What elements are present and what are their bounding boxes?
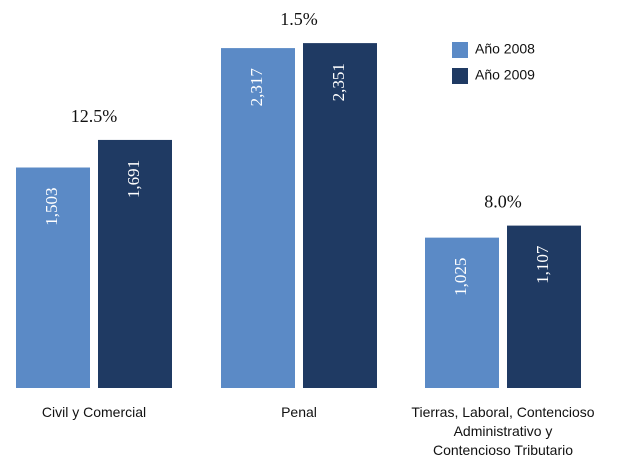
legend-swatch [452,68,468,84]
value-label: 1,691 [124,160,143,198]
value-label: 1,107 [533,245,552,284]
growth-annotation: 8.0% [484,192,522,212]
bar [221,48,295,388]
value-label: 2,317 [247,68,266,107]
value-label: 2,351 [329,63,348,101]
legend-swatch [452,42,468,58]
value-label: 1,503 [42,188,61,226]
category-label: Penal [281,404,317,420]
bar [425,237,499,388]
value-label: 1,025 [451,258,470,296]
growth-annotation: 12.5% [71,106,118,126]
category-label: Tierras, Laboral, Contencioso Administra… [411,404,595,458]
bar [303,43,377,388]
bar [16,167,90,388]
growth-annotation: 1.5% [280,9,318,29]
category-label: Civil y Comercial [41,404,147,420]
bar [98,139,172,388]
bar [507,225,581,388]
legend-label: Año 2008 [475,41,535,57]
legend-label: Año 2009 [475,67,535,83]
